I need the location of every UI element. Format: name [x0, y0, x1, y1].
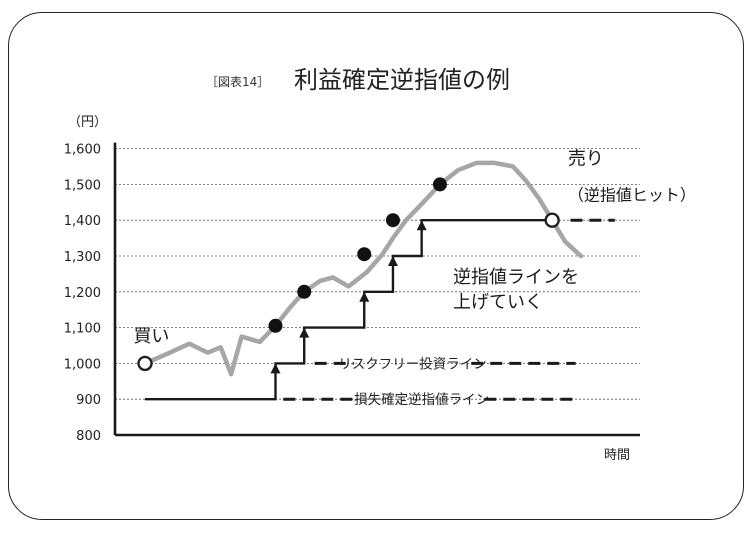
- y-tick-label: 800: [76, 429, 101, 444]
- annotation: 買い: [133, 326, 169, 347]
- price-line-group: [142, 160, 584, 377]
- marker-filled: [357, 247, 372, 262]
- arrowhead: [270, 363, 281, 374]
- y-tick-label: 1,400: [64, 214, 101, 229]
- marker-filled: [297, 284, 312, 299]
- arrowhead: [387, 256, 398, 266]
- figure-frame: [8, 12, 744, 520]
- marker-filled: [268, 318, 283, 333]
- price-line: [142, 160, 584, 377]
- annotation: 上げていく: [453, 292, 543, 313]
- y-tick-label: 1,000: [64, 357, 101, 372]
- y-tick-label: 1,300: [64, 250, 101, 265]
- y-tick-label: 900: [76, 393, 101, 408]
- markers: [137, 177, 560, 372]
- y-tick-label: 1,100: [64, 322, 101, 337]
- y-tick-labels: 800 900 1,000 1,100 1,200 1,300 1,400 1,500 1,60…: [64, 143, 101, 444]
- dashed-levels: [283, 218, 615, 401]
- figure-label: ［図表14］: [206, 75, 269, 89]
- annotation: 売り: [568, 149, 604, 170]
- arrowhead: [299, 327, 310, 338]
- level-label: 損失確定逆指値ライン: [354, 392, 489, 408]
- marker-filled: [432, 177, 447, 192]
- chart-title: 利益確定逆指値の例: [294, 66, 510, 94]
- level-label: リスクフリー投資ライン: [338, 356, 487, 372]
- x-axis-label: 時間: [604, 448, 630, 463]
- marker-open: [137, 355, 153, 372]
- y-axis-unit: （円）: [68, 115, 107, 130]
- arrowhead: [416, 220, 427, 231]
- axes: [113, 142, 640, 437]
- stop-line-group: [145, 218, 553, 401]
- y-tick-label: 1,500: [64, 178, 101, 193]
- arrowhead: [359, 291, 370, 302]
- marker-open: [544, 212, 560, 228]
- annotation: （逆指値ヒット）: [568, 186, 696, 205]
- annotation: 逆指値ラインを: [453, 267, 579, 288]
- y-tick-label: 1,600: [64, 143, 101, 158]
- y-tick-label: 1,200: [64, 286, 101, 301]
- marker-filled: [385, 213, 400, 228]
